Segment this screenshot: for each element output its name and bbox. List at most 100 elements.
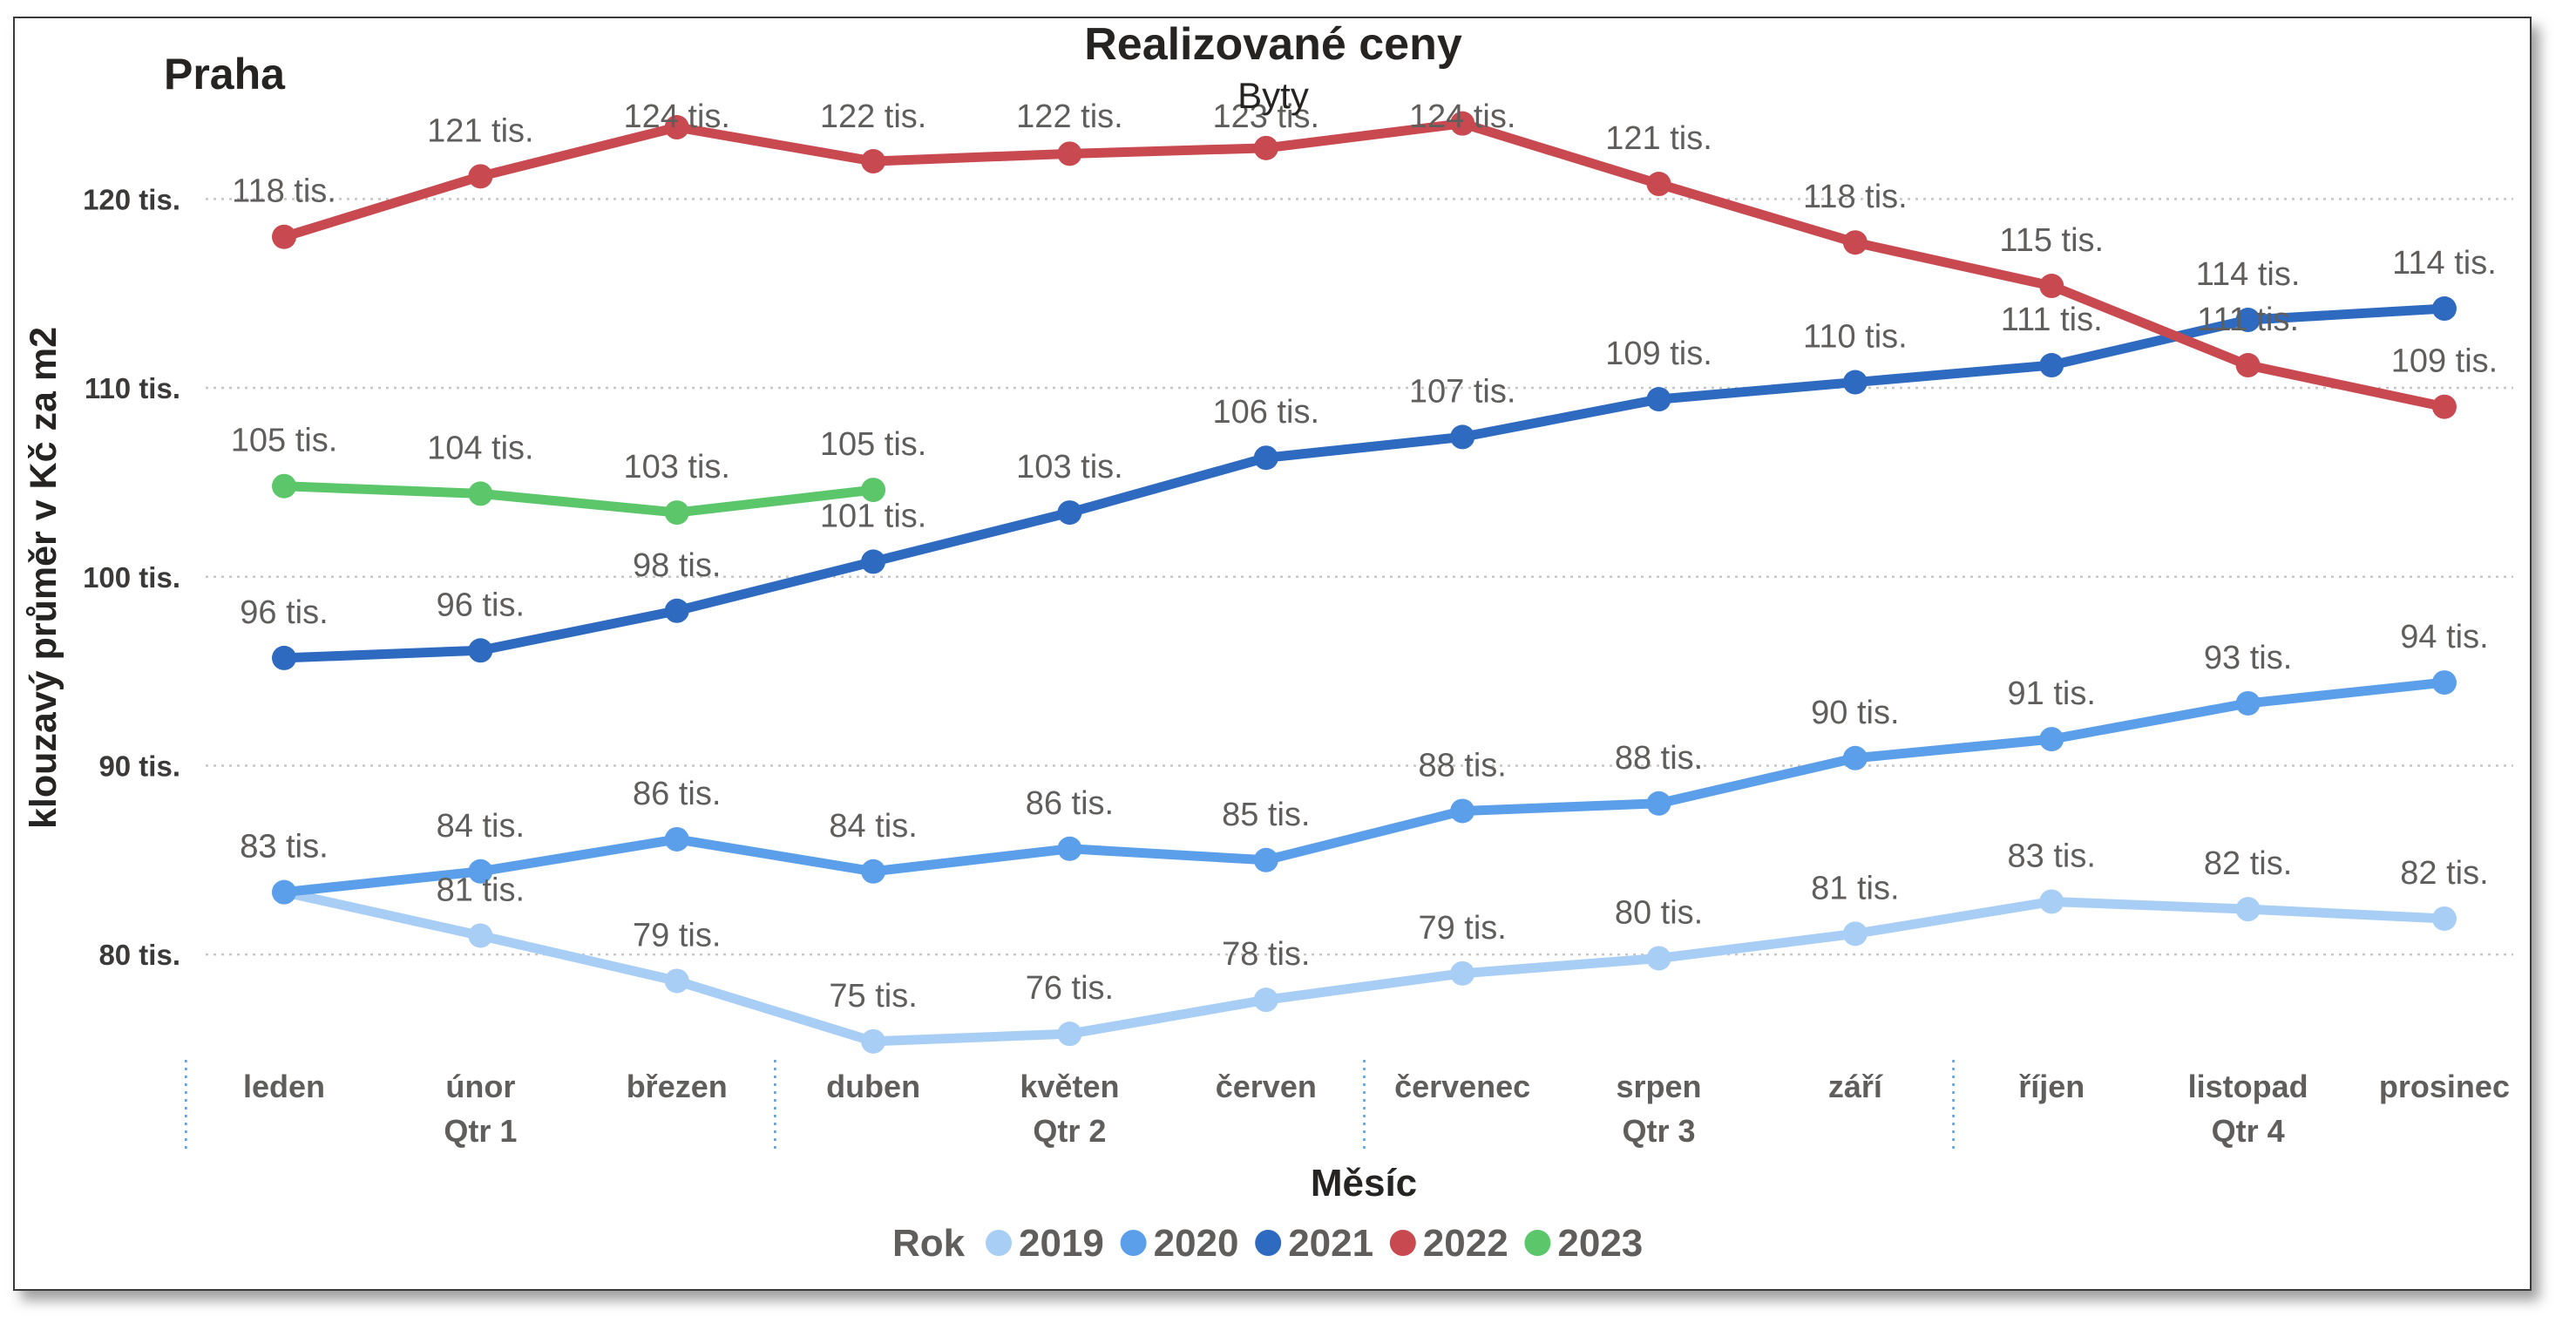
series-2023-line — [279, 481, 878, 518]
data-label: 83 tis. — [2008, 838, 2096, 874]
series-2020-point — [468, 859, 493, 884]
data-label: 96 tis. — [437, 587, 525, 623]
data-label: 115 tis. — [1999, 222, 2104, 259]
series-2021 — [272, 296, 2457, 670]
legend-label: 2023 — [1557, 1222, 1643, 1265]
series-2020-point — [2431, 670, 2457, 696]
x-tick-label: červen — [1216, 1069, 1317, 1104]
series-2019-point — [468, 923, 493, 948]
series-2019-point — [1450, 960, 1475, 986]
x-tick-label: březen — [627, 1069, 728, 1104]
series-2022-point — [2235, 353, 2261, 378]
chart-subtitle: Byty — [1237, 75, 1309, 116]
data-label: 96 tis. — [240, 594, 328, 631]
y-axis-ticks: 120 tis. 110 tis. 100 tis. 90 tis. 80 tis. — [83, 183, 180, 971]
series-2021-point — [861, 549, 886, 574]
series-2019-point — [1253, 987, 1278, 1013]
series-2023-point — [468, 481, 493, 506]
data-label: 118 tis. — [232, 173, 336, 210]
legend-marker — [1389, 1230, 1416, 1256]
data-label: 85 tis. — [1222, 797, 1310, 833]
y-tick-label: 90 tis. — [98, 750, 180, 782]
series-2021-point — [468, 638, 493, 663]
data-label: 76 tis. — [1026, 970, 1114, 1007]
data-label: 111 tis. — [2197, 302, 2299, 338]
data-label: 81 tis. — [1811, 870, 1899, 906]
data-label: 118 tis. — [1803, 179, 1908, 215]
series-2021-point — [1253, 445, 1278, 471]
series-2019-point — [2235, 897, 2261, 922]
data-label: 105 tis. — [231, 423, 338, 459]
data-label: 111 tis. — [2001, 302, 2103, 338]
series-2021-point — [2431, 296, 2457, 322]
data-label: 123 tis. — [1213, 98, 1320, 135]
series-2023-point — [861, 478, 886, 503]
series-2022-point — [2039, 274, 2064, 299]
series-2019-point — [1842, 921, 1868, 947]
series-2021-point — [2235, 308, 2261, 333]
data-label: 88 tis. — [1418, 747, 1506, 784]
series-2020-point — [2235, 690, 2261, 716]
series-2022-point — [1450, 111, 1475, 136]
series-2023-point — [272, 473, 296, 499]
series-2021-line — [279, 303, 2450, 663]
y-axis-title: klouzavý průměr v Kč za m2 — [23, 327, 64, 829]
quarter-label: Qtr 2 — [1033, 1113, 1106, 1149]
data-label: 86 tis. — [1026, 785, 1114, 822]
series-2021-point — [1057, 500, 1082, 526]
quarter-label: Qtr 3 — [1623, 1113, 1696, 1149]
data-label: 106 tis. — [1213, 394, 1320, 431]
series-2020-point — [1253, 847, 1278, 872]
data-label: 105 tis. — [820, 426, 927, 463]
data-label: 122 tis. — [1016, 98, 1123, 135]
data-label: 107 tis. — [1409, 373, 1516, 410]
data-labels-layer: 83 tis. 81 tis. 79 tis. 75 tis. 76 tis. 78 ti… — [231, 98, 2498, 1015]
series-2019-line — [279, 887, 2450, 1047]
data-label: 94 tis. — [2400, 619, 2488, 655]
series-2022 — [272, 111, 2457, 419]
x-tick-label: únor — [445, 1069, 515, 1104]
legend-marker — [1120, 1230, 1147, 1256]
series-2020 — [272, 670, 2457, 905]
data-label: 114 tis. — [2392, 245, 2497, 282]
x-tick-label: září — [1828, 1069, 1883, 1104]
data-label: 75 tis. — [829, 978, 917, 1015]
data-label: 122 tis. — [820, 98, 927, 135]
data-label: 83 tis. — [240, 829, 328, 865]
series-2019-point — [2039, 889, 2064, 914]
data-label: 84 tis. — [437, 808, 525, 845]
series-2022-point — [664, 115, 689, 140]
data-label: 90 tis. — [1811, 695, 1899, 731]
data-label: 93 tis. — [2204, 640, 2292, 676]
series-2020-point — [272, 879, 296, 905]
legend-item-2019[interactable]: 2019 — [986, 1222, 1104, 1265]
series-2019-point — [861, 1028, 886, 1054]
series-2021-point — [1842, 370, 1868, 395]
series-2021-point — [1646, 387, 1671, 412]
legend-item-2021[interactable]: 2021 — [1255, 1222, 1373, 1265]
series-2022-point — [272, 224, 296, 249]
legend-label: 2021 — [1288, 1222, 1373, 1265]
series-2022-point — [1253, 135, 1278, 160]
data-label: 81 tis. — [437, 872, 525, 908]
data-label: 83 tis. — [240, 829, 328, 865]
legend-item-2022[interactable]: 2022 — [1389, 1222, 1508, 1265]
data-label: 124 tis. — [623, 98, 730, 135]
series-2019-point — [2431, 906, 2457, 931]
series-2020-point — [664, 826, 689, 852]
series-2020-point — [1057, 836, 1082, 861]
series-2020-point — [1450, 798, 1475, 824]
data-label: 79 tis. — [1418, 910, 1506, 947]
data-label: 121 tis. — [427, 112, 534, 149]
series-2023 — [272, 473, 886, 526]
legend-item-2023[interactable]: 2023 — [1524, 1222, 1643, 1265]
legend: Rok 2019 2020 2021 2022 2023 — [892, 1222, 1643, 1265]
series-2022-point — [2431, 394, 2457, 419]
x-axis-title: Měsíc — [1311, 1162, 1417, 1205]
x-axis: leden únor březen duben květen červen červenec… — [185, 1060, 2510, 1151]
series-2021-point — [664, 598, 689, 623]
legend-item-2020[interactable]: 2020 — [1120, 1222, 1239, 1265]
data-label: 104 tis. — [427, 430, 534, 466]
series-2020-point — [2039, 727, 2064, 752]
